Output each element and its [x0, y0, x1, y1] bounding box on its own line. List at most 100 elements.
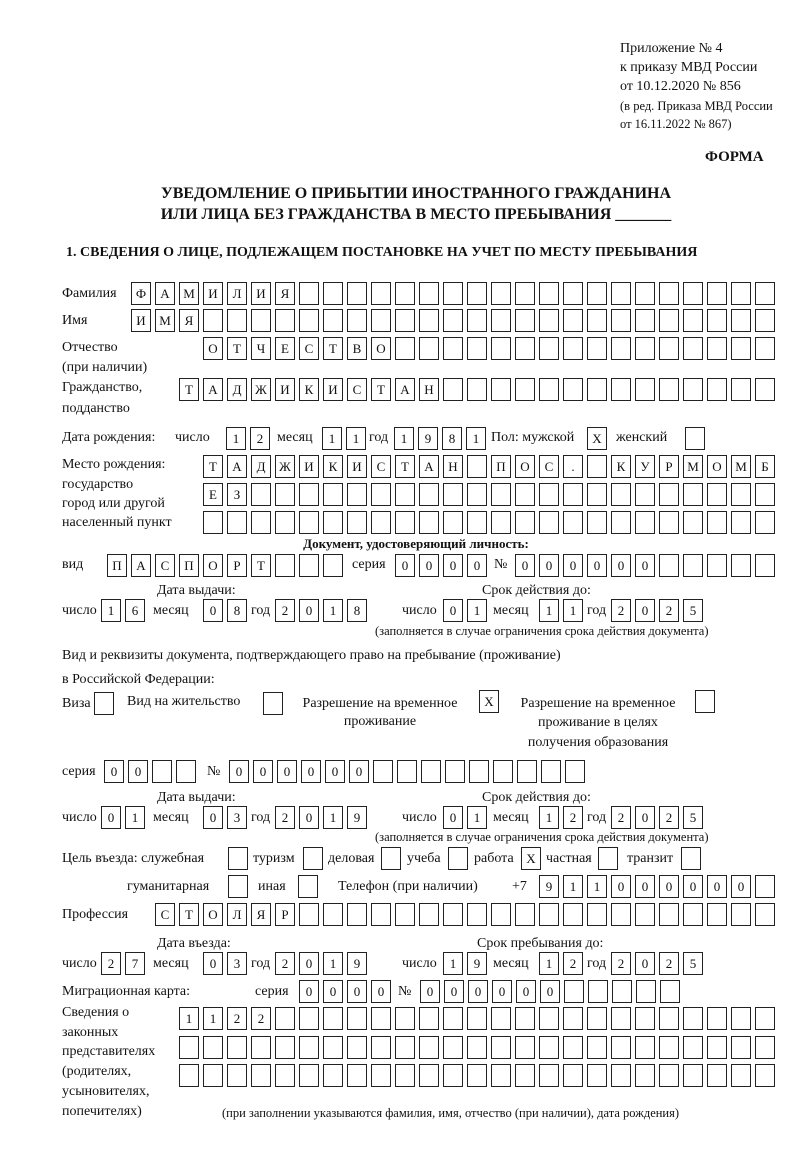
char-box[interactable]: У: [635, 455, 655, 478]
char-box[interactable]: Б: [755, 455, 775, 478]
char-box[interactable]: [731, 1064, 751, 1087]
char-box[interactable]: 0: [516, 980, 536, 1003]
char-box[interactable]: [323, 1064, 343, 1087]
char-box[interactable]: 2: [251, 1007, 271, 1030]
char-box[interactable]: [275, 309, 295, 332]
char-box[interactable]: 1: [443, 952, 463, 975]
char-box[interactable]: 0: [203, 599, 223, 622]
char-box[interactable]: [755, 875, 775, 898]
char-box[interactable]: [203, 511, 223, 534]
char-box[interactable]: [303, 847, 323, 870]
char-box[interactable]: 0: [277, 760, 297, 783]
char-box[interactable]: [707, 378, 727, 401]
char-box[interactable]: А: [395, 378, 415, 401]
char-box[interactable]: [251, 483, 271, 506]
char-box[interactable]: [371, 282, 391, 305]
char-box[interactable]: 2: [101, 952, 121, 975]
char-box[interactable]: 7: [125, 952, 145, 975]
char-box[interactable]: [443, 337, 463, 360]
char-box[interactable]: 0: [443, 599, 463, 622]
char-box[interactable]: [323, 1007, 343, 1030]
char-box[interactable]: [467, 1036, 487, 1059]
char-box[interactable]: [707, 1007, 727, 1030]
char-box[interactable]: М: [155, 309, 175, 332]
char-box[interactable]: И: [275, 378, 295, 401]
char-box[interactable]: Ж: [251, 378, 271, 401]
char-box[interactable]: И: [323, 378, 343, 401]
char-box[interactable]: [563, 378, 583, 401]
char-box[interactable]: К: [323, 455, 343, 478]
char-box[interactable]: [681, 847, 701, 870]
char-box[interactable]: [493, 760, 513, 783]
char-box[interactable]: [371, 511, 391, 534]
char-box[interactable]: С: [539, 455, 559, 478]
char-box[interactable]: [563, 483, 583, 506]
char-box[interactable]: [707, 903, 727, 926]
char-box[interactable]: [203, 1064, 223, 1087]
char-box[interactable]: [371, 903, 391, 926]
char-box[interactable]: [539, 1036, 559, 1059]
char-box[interactable]: [395, 1007, 415, 1030]
char-box[interactable]: [323, 554, 343, 577]
char-box[interactable]: [227, 309, 247, 332]
char-box[interactable]: [707, 554, 727, 577]
char-box[interactable]: И: [347, 455, 367, 478]
char-box[interactable]: 0: [101, 806, 121, 829]
char-box[interactable]: [467, 378, 487, 401]
char-box[interactable]: С: [155, 903, 175, 926]
char-box[interactable]: 1: [467, 599, 487, 622]
char-box[interactable]: И: [251, 282, 271, 305]
char-box[interactable]: 2: [611, 952, 631, 975]
char-box[interactable]: [419, 282, 439, 305]
char-box[interactable]: [683, 378, 703, 401]
char-box[interactable]: [443, 378, 463, 401]
char-box[interactable]: [563, 511, 583, 534]
char-box[interactable]: [491, 309, 511, 332]
char-box[interactable]: Д: [251, 455, 271, 478]
char-box[interactable]: X: [479, 690, 499, 713]
char-box[interactable]: 0: [659, 875, 679, 898]
char-box[interactable]: [539, 483, 559, 506]
char-box[interactable]: [371, 1007, 391, 1030]
char-box[interactable]: X: [521, 847, 541, 870]
char-box[interactable]: [515, 309, 535, 332]
char-box[interactable]: [395, 309, 415, 332]
char-box[interactable]: [755, 554, 775, 577]
char-box[interactable]: [563, 309, 583, 332]
char-box[interactable]: [491, 337, 511, 360]
char-box[interactable]: [323, 282, 343, 305]
char-box[interactable]: [395, 483, 415, 506]
char-box[interactable]: [587, 1064, 607, 1087]
char-box[interactable]: [419, 337, 439, 360]
char-box[interactable]: [395, 903, 415, 926]
char-box[interactable]: [515, 1036, 535, 1059]
char-box[interactable]: [659, 554, 679, 577]
char-box[interactable]: [755, 511, 775, 534]
char-box[interactable]: [587, 1007, 607, 1030]
char-box[interactable]: 9: [418, 427, 438, 450]
char-box[interactable]: 0: [539, 554, 559, 577]
char-box[interactable]: [659, 483, 679, 506]
char-box[interactable]: [263, 692, 283, 715]
char-box[interactable]: [299, 1007, 319, 1030]
char-box[interactable]: [469, 760, 489, 783]
char-box[interactable]: 2: [563, 952, 583, 975]
char-box[interactable]: [611, 1064, 631, 1087]
char-box[interactable]: [755, 309, 775, 332]
char-box[interactable]: [635, 1064, 655, 1087]
char-box[interactable]: [659, 337, 679, 360]
char-box[interactable]: [395, 337, 415, 360]
char-box[interactable]: [298, 875, 318, 898]
char-box[interactable]: 0: [203, 806, 223, 829]
char-box[interactable]: [179, 1036, 199, 1059]
char-box[interactable]: [611, 378, 631, 401]
char-box[interactable]: [683, 309, 703, 332]
char-box[interactable]: 0: [395, 554, 415, 577]
char-box[interactable]: [347, 1064, 367, 1087]
char-box[interactable]: [371, 1036, 391, 1059]
char-box[interactable]: З: [227, 483, 247, 506]
char-box[interactable]: [731, 1036, 751, 1059]
char-box[interactable]: [443, 309, 463, 332]
char-box[interactable]: [227, 1036, 247, 1059]
char-box[interactable]: [635, 1007, 655, 1030]
